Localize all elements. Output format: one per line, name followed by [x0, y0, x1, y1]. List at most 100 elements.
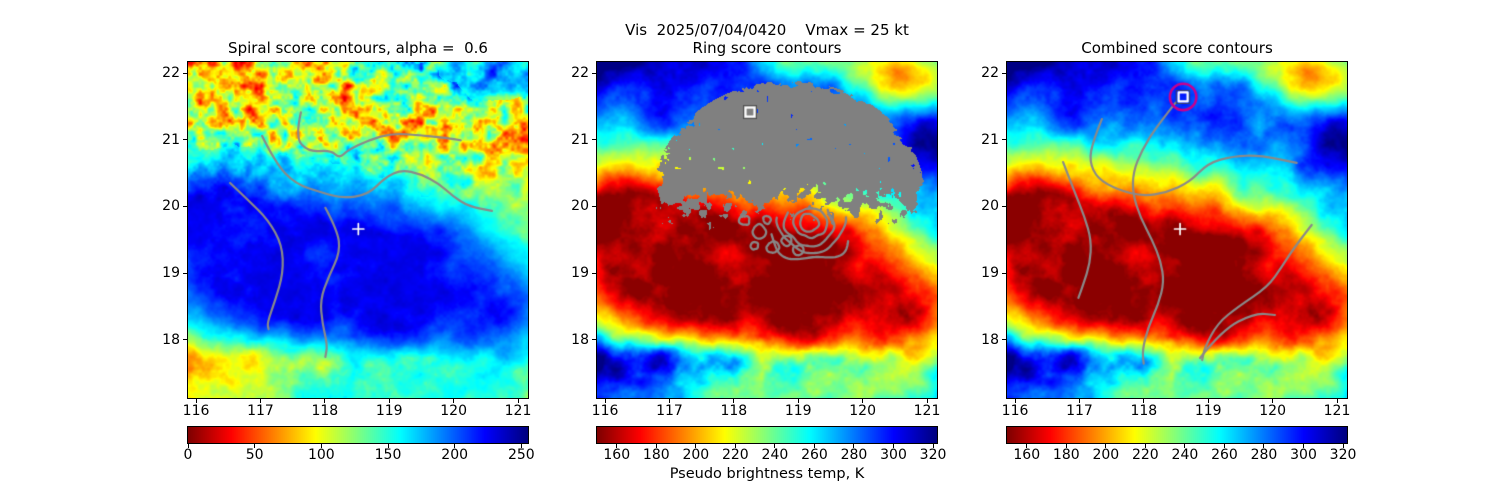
y-tick-mark — [592, 272, 596, 274]
colorbar-tick-mark — [655, 444, 657, 448]
colorbar-tick-label: 220 — [1131, 447, 1159, 463]
panel-title-spiral: Spiral score contours, alpha = 0.6 — [228, 39, 488, 57]
colorbar-tick-label: 260 — [1211, 447, 1238, 463]
colorbar-tick-mark — [187, 444, 189, 448]
combined-score-canvas — [1007, 62, 1347, 398]
colorbar-tick-mark — [1144, 444, 1146, 448]
y-tick-label: 21 — [162, 131, 180, 148]
x-tick-mark — [1336, 399, 1338, 403]
brightness-temp-colorbar — [596, 426, 938, 444]
colorbar-tick-mark — [853, 444, 855, 448]
colorbar-tick-mark — [1303, 444, 1304, 448]
colorbar-tick-label: 200 — [441, 447, 469, 463]
x-tick-mark — [1272, 399, 1274, 403]
ring-score-map — [596, 61, 938, 399]
y-tick-label: 22 — [981, 65, 999, 81]
combined-colorbar — [1006, 426, 1348, 444]
colorbar-tick-mark — [1342, 444, 1344, 448]
colorbar-tick-label: 150 — [374, 447, 402, 463]
x-tick-label: 118 — [720, 403, 748, 419]
y-tick-label: 20 — [162, 198, 180, 215]
x-tick-mark — [259, 399, 261, 403]
x-tick-mark — [926, 399, 928, 403]
colorbar-tick-label: 300 — [880, 447, 907, 463]
colorbar-tick-mark — [1263, 444, 1265, 448]
y-tick-label: 21 — [981, 131, 999, 148]
colorbar-tick-label: 160 — [603, 447, 631, 463]
colorbar-tick-label: 200 — [682, 447, 710, 463]
spiral-score-colorbar — [187, 426, 529, 444]
x-tick-mark — [604, 399, 606, 403]
panel-title-ring: Ring score contours — [692, 39, 842, 57]
combined-score-map — [1006, 61, 1348, 399]
y-tick-label: 22 — [162, 65, 180, 81]
colorbar-tick-mark — [254, 444, 256, 448]
y-tick-label: 19 — [571, 265, 589, 282]
y-tick-label: 20 — [571, 198, 589, 215]
x-tick-label: 117 — [1066, 403, 1093, 419]
colorbar-tick-label: 260 — [801, 447, 828, 463]
colorbar-tick-label: 280 — [1250, 447, 1278, 463]
colorbar-tick-label: 180 — [642, 447, 670, 463]
x-tick-label: 121 — [1323, 403, 1351, 419]
x-tick-mark — [324, 399, 326, 403]
colorbar-tick-label: 200 — [1092, 447, 1120, 463]
x-tick-mark — [453, 399, 455, 403]
x-tick-mark — [797, 399, 799, 403]
y-tick-label: 19 — [981, 265, 999, 282]
colorbar-tick-label: 50 — [245, 447, 264, 463]
colorbar-tick-mark — [1105, 444, 1107, 448]
x-tick-label: 120 — [1259, 403, 1286, 419]
y-tick-label: 19 — [162, 265, 180, 282]
x-tick-label: 121 — [504, 403, 532, 419]
colorbar-tick-mark — [1184, 444, 1186, 448]
x-tick-mark — [733, 399, 735, 403]
colorbar-tick-mark — [387, 444, 389, 448]
x-tick-mark — [517, 399, 519, 403]
panel-combined-score: Combined score contours 116 117 118 119 120 1… — [981, 0, 1356, 500]
y-tick-mark — [183, 339, 187, 341]
colorbar-tick-mark — [1223, 444, 1225, 448]
x-tick-label: 119 — [784, 403, 812, 419]
spiral-score-canvas — [188, 62, 528, 398]
x-tick-label: 118 — [1130, 403, 1158, 419]
colorbar-tick-label: 250 — [507, 447, 535, 463]
colorbar-tick-label: 320 — [919, 447, 947, 463]
colorbar-tick-label: 240 — [1171, 447, 1199, 463]
panel-spiral-score: Spiral score contours, alpha = 0.6 116 11… — [162, 0, 535, 500]
y-tick-mark — [1002, 339, 1006, 341]
y-tick-label: 18 — [571, 331, 589, 348]
x-tick-mark — [1078, 399, 1080, 403]
x-tick-mark — [1014, 399, 1016, 403]
colorbar-tick-mark — [520, 444, 522, 448]
colorbar-tick-mark — [1026, 444, 1028, 448]
colorbar-tick-label: 320 — [1329, 447, 1357, 463]
panel-title-combined: Combined score contours — [1081, 39, 1273, 57]
x-tick-label: 121 — [913, 403, 941, 419]
y-tick-mark — [183, 272, 187, 274]
x-tick-label: 116 — [1001, 403, 1029, 419]
brightness-temp-colorbar-canvas — [597, 427, 937, 443]
ring-score-canvas — [597, 62, 937, 398]
y-tick-label: 22 — [571, 65, 589, 81]
spiral-score-colorbar-canvas — [188, 427, 528, 443]
x-tick-label: 118 — [311, 403, 339, 419]
colorbar-tick-mark — [454, 444, 456, 448]
colorbar-tick-mark — [774, 444, 776, 448]
colorbar-tick-label: 240 — [761, 447, 789, 463]
x-tick-mark — [388, 399, 390, 403]
colorbar-tick-label: 300 — [1290, 447, 1317, 463]
x-tick-label: 120 — [849, 403, 876, 419]
colorbar-tick-label: 160 — [1013, 447, 1041, 463]
x-tick-label: 119 — [375, 403, 403, 419]
y-tick-mark — [592, 72, 596, 74]
colorbar-tick-label: 220 — [721, 447, 749, 463]
spiral-score-map — [187, 61, 529, 399]
y-tick-mark — [592, 339, 596, 341]
y-tick-label: 20 — [981, 198, 999, 215]
y-tick-mark — [1002, 272, 1006, 274]
x-tick-label: 116 — [591, 403, 619, 419]
y-tick-mark — [1002, 72, 1006, 74]
y-tick-mark — [1002, 139, 1006, 141]
figure-suptitle: Vis 2025/07/04/0420 Vmax = 25 kt — [625, 21, 909, 39]
